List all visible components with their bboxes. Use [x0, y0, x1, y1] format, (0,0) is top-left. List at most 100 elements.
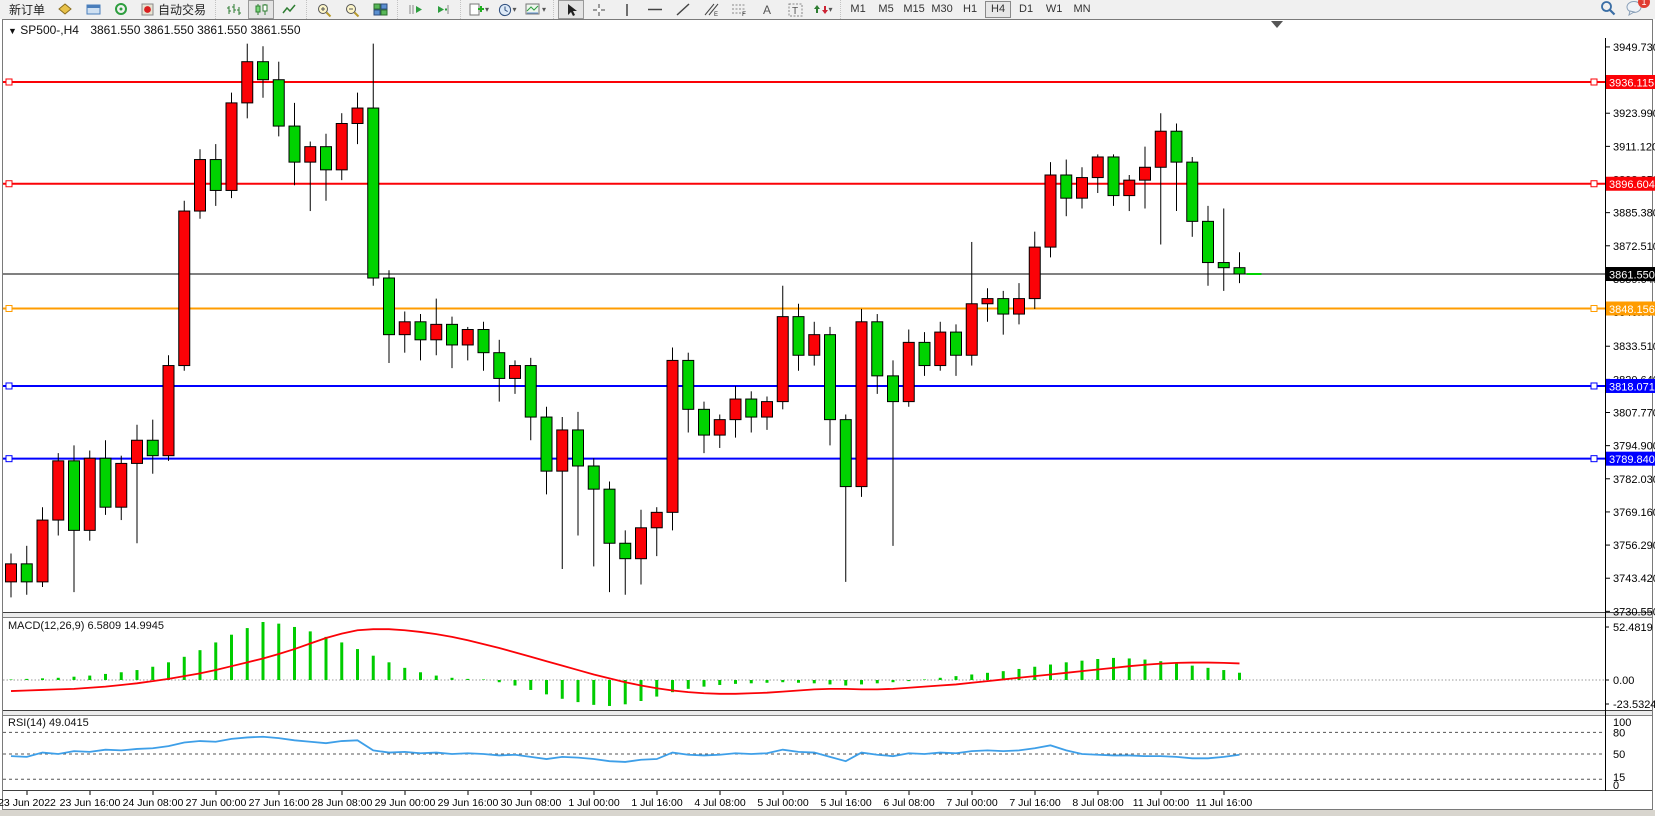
- auto-scroll-icon[interactable]: [402, 0, 428, 19]
- candle-body: [839, 419, 852, 488]
- periods-icon[interactable]: ▾: [494, 0, 520, 19]
- timeframe-button-m5[interactable]: M5: [878, 3, 894, 15]
- cursor-icon[interactable]: [558, 0, 585, 19]
- candle-body: [965, 303, 978, 356]
- trendline-icon[interactable]: [670, 0, 696, 19]
- svg-text:A: A: [763, 3, 771, 16]
- candle-body: [761, 401, 773, 418]
- line-handle[interactable]: [1590, 180, 1598, 188]
- time-tick-label: 23 Jun 16:00: [60, 797, 121, 809]
- zoom-in-icon[interactable]: [311, 0, 337, 19]
- candle-body: [1170, 130, 1183, 163]
- price-line-label: 3848.156: [1609, 304, 1655, 316]
- timeframe-group: M1 M5 M15 M30 H1 H4 D1 W1 MN: [840, 0, 1099, 19]
- zoom-out-icon[interactable]: [339, 0, 365, 19]
- horizontal-line-icon[interactable]: [642, 0, 668, 19]
- autotrading-button[interactable]: 自动交易: [136, 0, 211, 19]
- candlestick-icon[interactable]: [248, 0, 275, 19]
- price-line-label-box[interactable]: [1606, 378, 1655, 393]
- timeframe-button-d1[interactable]: D1: [1019, 3, 1034, 15]
- signals-icon[interactable]: [108, 0, 134, 19]
- fibonacci-icon[interactable]: F: [726, 0, 752, 19]
- time-tick-label: 5 Jul 00:00: [757, 797, 809, 809]
- candle-body: [918, 341, 931, 367]
- vertical-line-icon[interactable]: [614, 0, 640, 19]
- timeframe-button-m15[interactable]: M15: [903, 3, 925, 15]
- chat-icon[interactable]: 1: [1626, 0, 1650, 19]
- candle-body: [99, 457, 112, 508]
- candle-body: [1154, 130, 1167, 168]
- candle-body: [36, 519, 49, 583]
- rsi-scale-label: 80: [1613, 727, 1625, 739]
- text-label-icon[interactable]: T: [782, 0, 808, 19]
- auto-trading-label: 自动交易: [158, 3, 207, 17]
- timeframe-button-h1[interactable]: H1: [963, 3, 978, 15]
- candle-body: [587, 465, 600, 490]
- candle-body: [178, 210, 191, 367]
- price-line-label-box[interactable]: [1606, 176, 1655, 191]
- svg-text:F: F: [742, 11, 746, 16]
- line-handle[interactable]: [5, 78, 13, 86]
- line-handle[interactable]: [1590, 455, 1598, 463]
- price-line-label-box[interactable]: [1606, 451, 1655, 466]
- line-chart-icon[interactable]: [276, 0, 302, 19]
- symbol-period-label: SP500-,H4: [20, 23, 79, 37]
- arrows-icon[interactable]: ▾: [810, 0, 836, 19]
- price-line-label: 3818.071: [1609, 381, 1655, 393]
- candle-body: [1107, 156, 1120, 197]
- timeframe-button-mn[interactable]: MN: [1073, 3, 1091, 15]
- timeframe-button-m1[interactable]: M1: [850, 3, 866, 15]
- candle-body: [776, 316, 789, 403]
- candle-body: [1139, 166, 1151, 181]
- svg-text:T: T: [792, 6, 798, 17]
- line-handle[interactable]: [5, 382, 13, 390]
- symbols-icon[interactable]: [52, 0, 78, 19]
- symbol-dropdown-icon[interactable]: ▼: [8, 26, 17, 36]
- time-tick-label: 27 Jun 16:00: [249, 797, 310, 809]
- candle-body: [1076, 177, 1088, 199]
- tile-windows-icon[interactable]: [367, 0, 393, 19]
- time-tick-label: 29 Jun 16:00: [438, 797, 499, 809]
- line-handle[interactable]: [1590, 305, 1598, 313]
- line-handle[interactable]: [1590, 78, 1598, 86]
- chart-canvas[interactable]: 3949.7303923.9903911.1203898.2503885.380…: [0, 19, 1655, 810]
- price-line-label-box[interactable]: [1606, 267, 1655, 282]
- candle-body: [887, 375, 899, 403]
- price-line-label-box[interactable]: [1606, 74, 1655, 89]
- candle-body: [824, 334, 836, 421]
- line-handle[interactable]: [1590, 382, 1598, 390]
- time-tick-label: 7 Jul 00:00: [946, 797, 998, 809]
- bar-chart-icon[interactable]: [220, 0, 246, 19]
- new-order-button[interactable]: 新订单: [9, 3, 46, 17]
- line-handle[interactable]: [5, 455, 13, 463]
- text-icon[interactable]: A: [754, 0, 780, 19]
- new-chart-icon[interactable]: ▾: [465, 0, 492, 19]
- chart-shift-marker[interactable]: [1271, 21, 1283, 28]
- price-line-label: 3861.550: [1609, 270, 1655, 282]
- crosshair-icon[interactable]: [586, 0, 612, 19]
- price-line-label-box[interactable]: [1606, 301, 1655, 316]
- search-icon[interactable]: [1600, 0, 1616, 19]
- market-watch-icon[interactable]: [80, 0, 106, 19]
- line-handle[interactable]: [5, 305, 13, 313]
- candle-body: [572, 429, 584, 467]
- line-handle[interactable]: [5, 180, 13, 188]
- candle-body: [461, 329, 474, 346]
- time-tick-label: 5 Jul 16:00: [820, 797, 872, 809]
- candle-body: [162, 365, 175, 457]
- timeframe-button-m30[interactable]: M30: [931, 3, 953, 15]
- chart-window: ▼ SP500-,H4 3861.550 3861.550 3861.550 3…: [0, 19, 1655, 810]
- price-tick-label: 3872.510: [1613, 241, 1655, 253]
- timeframe-button-h4[interactable]: H4: [985, 1, 1012, 18]
- splitter-macd-rsi[interactable]: [3, 711, 1652, 715]
- chart-shift-icon[interactable]: [430, 0, 456, 19]
- timeframe-button-w1[interactable]: W1: [1045, 3, 1063, 15]
- templates-icon[interactable]: ▾: [522, 0, 549, 19]
- channel-icon[interactable]: E: [698, 0, 724, 19]
- candle-body: [745, 398, 758, 418]
- candle-body: [414, 321, 427, 341]
- candle-body: [1044, 174, 1057, 248]
- time-tick-label: 28 Jun 08:00: [312, 797, 373, 809]
- splitter-main-macd[interactable]: [3, 613, 1652, 617]
- candle-body: [997, 298, 1010, 315]
